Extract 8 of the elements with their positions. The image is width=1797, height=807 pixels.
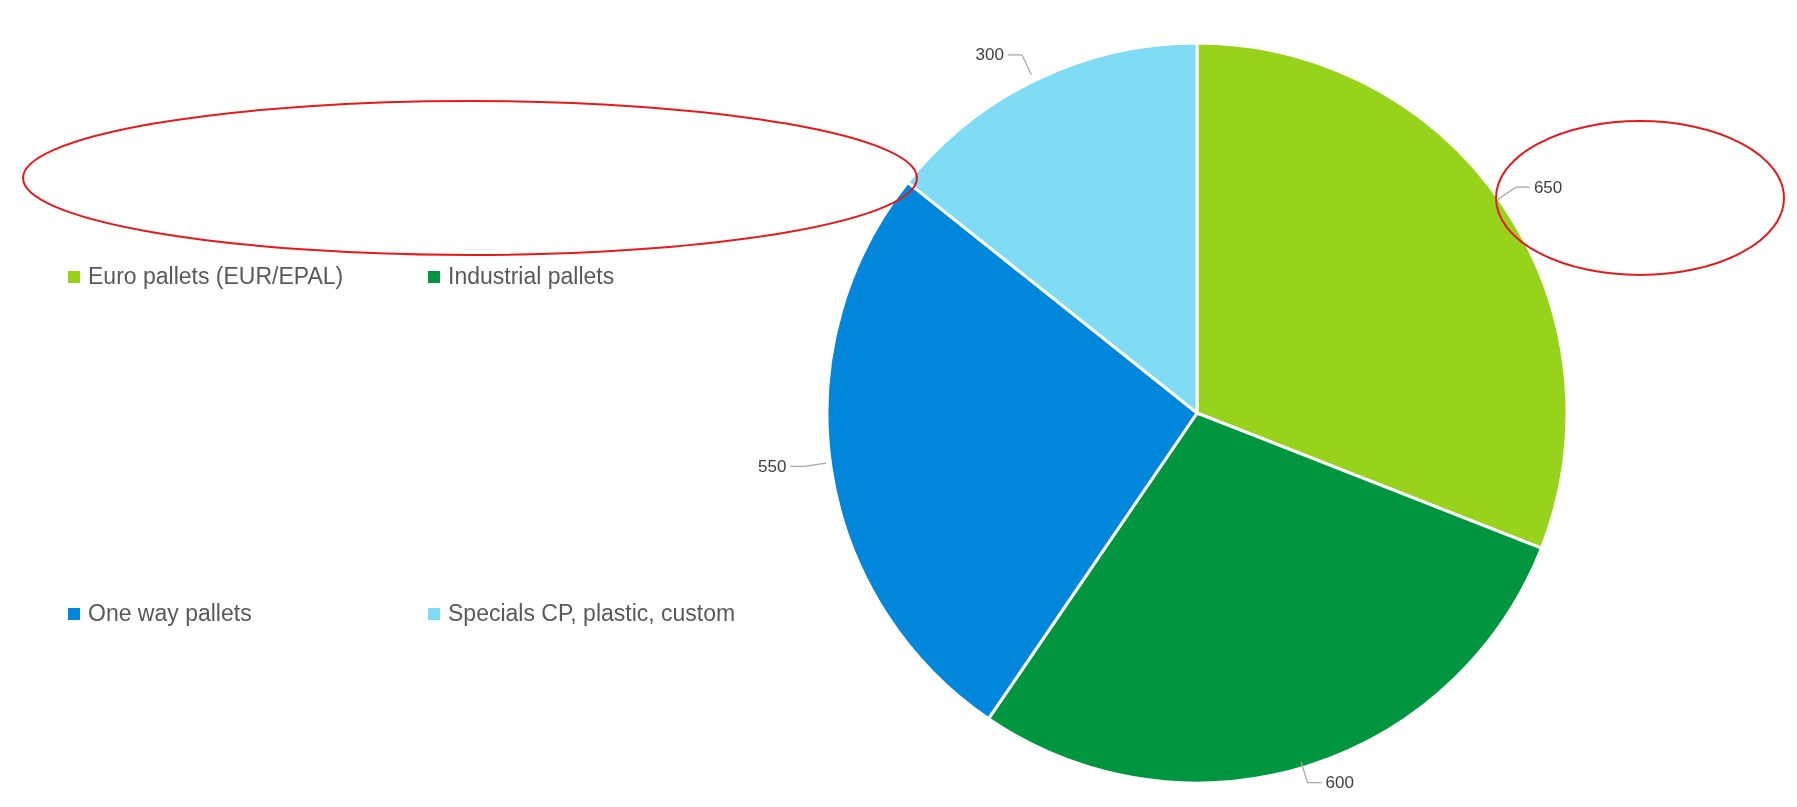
legend-label: Euro pallets (EUR/EPAL) — [88, 263, 344, 290]
data-label: 650 — [1533, 177, 1563, 197]
legend-label: Industrial pallets — [448, 263, 615, 290]
data-label: 600 — [1325, 773, 1354, 793]
data-label: 550 — [758, 456, 787, 476]
legend-label: Specials CP, plastic, custom — [448, 600, 736, 627]
legend-label: One way pallets — [88, 600, 252, 627]
data-label: 300 — [975, 45, 1004, 65]
